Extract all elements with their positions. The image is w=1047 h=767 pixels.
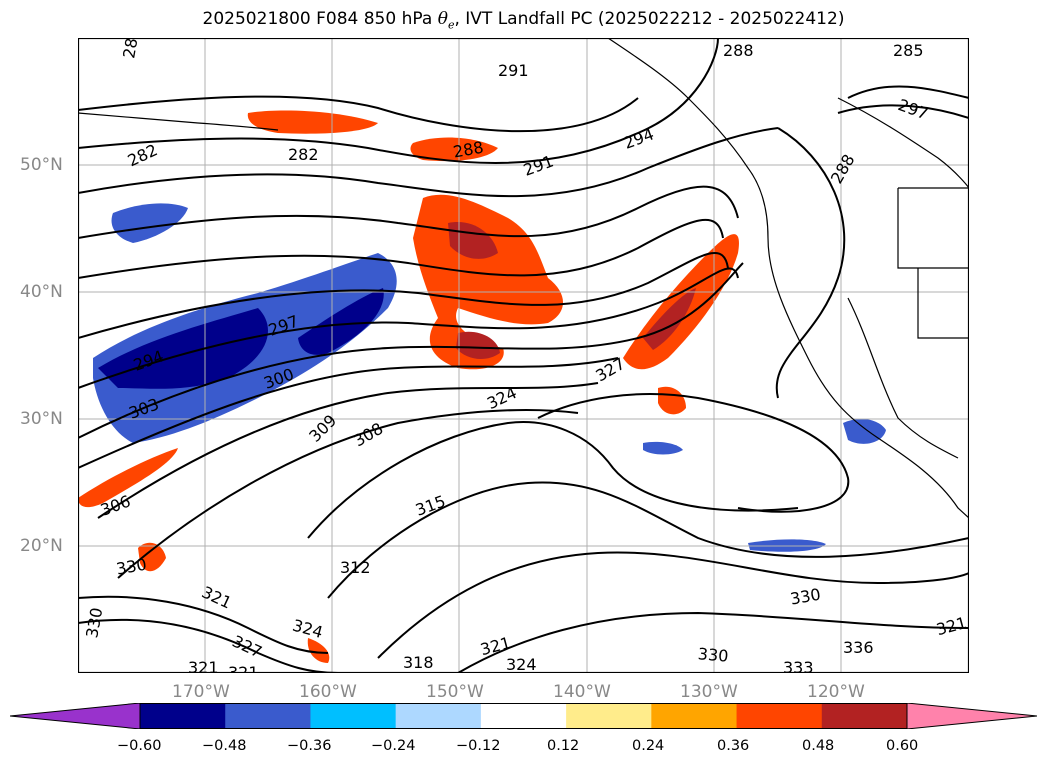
contour-label: 330	[789, 585, 822, 609]
pc-fill-positive-sub1	[658, 386, 686, 415]
colorbar-tick-label: 0.48	[802, 738, 835, 754]
theta-symbol: θ	[437, 9, 448, 29]
contour-label: 297	[896, 95, 931, 123]
pc-fill-positive-ar-core	[643, 288, 696, 350]
contour-label: 308	[350, 419, 386, 451]
pc-fill-negative-core	[98, 308, 268, 389]
colorbar-segment	[395, 703, 482, 729]
contour-label: 309	[305, 411, 340, 446]
colorbar-tick-label: −0.12	[456, 738, 501, 754]
colorbar-extend-max	[906, 703, 1037, 729]
colorbar-segment	[821, 703, 908, 729]
contour-label: 321	[934, 613, 968, 639]
contour-label: 324	[290, 616, 324, 642]
pc-fill-negative-sub3	[643, 441, 683, 455]
contour-label: 324	[506, 655, 537, 673]
contour-label: 330	[697, 644, 729, 666]
map-panel: 281 291 288 285 282 297 282 288 291 294 …	[78, 38, 969, 673]
colorbar-tick-label: −0.36	[287, 738, 332, 754]
pc-fill-positive-sub4	[307, 638, 330, 663]
colorbar-segment	[225, 703, 311, 729]
contour-label: 315	[413, 491, 448, 519]
contour-label: 333	[783, 658, 814, 673]
colorbar-extend-min	[10, 703, 141, 729]
contour-label: 282	[288, 145, 319, 164]
contour-label: 321	[199, 582, 235, 612]
colorbar-tick-label: 0.36	[717, 738, 750, 754]
contour-label: 288	[723, 41, 754, 60]
colorbar-tick-label: −0.60	[117, 738, 162, 754]
lon-label: 140°W	[553, 682, 611, 702]
contour-label: 281	[119, 38, 143, 60]
lon-label: 120°W	[807, 682, 865, 702]
colorbar-segment	[566, 703, 652, 729]
contour-label: 336	[843, 638, 874, 657]
contour-label: 330	[115, 555, 148, 579]
contour-label: 327	[229, 632, 265, 662]
pc-fill-negative-sub1	[843, 418, 886, 444]
pc-fill-negative-core-2	[298, 288, 384, 355]
contour-label: 294	[621, 124, 656, 152]
colorbar-segment	[310, 703, 397, 729]
pc-fill-negative-nw	[111, 203, 188, 243]
colorbar-tick-label: 0.12	[547, 738, 580, 754]
lon-label: 160°W	[299, 682, 357, 702]
lon-label: 130°W	[680, 682, 738, 702]
lat-label: 40°N	[20, 282, 63, 302]
colorbar-segment	[736, 703, 823, 729]
pc-fill-positive-sub3	[78, 448, 178, 508]
colorbar-segment	[140, 703, 226, 729]
contour-label: 291	[498, 61, 529, 80]
colorbar-segment	[651, 703, 738, 729]
pc-fill-positive-gulf-core2	[456, 331, 500, 360]
theta-subscript: e	[447, 18, 455, 32]
pc-fill-positive-sub2	[138, 542, 166, 572]
colorbar-tick-label: 0.60	[886, 738, 919, 754]
contour-label: 321	[228, 663, 259, 673]
lon-label: 170°W	[172, 682, 230, 702]
theta-e-contours	[78, 38, 969, 673]
colorbar-tick-label: 0.24	[632, 738, 665, 754]
colorbar-segment	[480, 703, 567, 729]
colorbar-tick-label: −0.24	[371, 738, 416, 754]
contour-label: 291	[521, 151, 556, 179]
colorbar	[10, 703, 1037, 729]
contour-label: 312	[340, 558, 371, 577]
contour-label: 282	[125, 140, 161, 170]
lon-label: 150°W	[426, 682, 484, 702]
lat-label: 30°N	[20, 409, 63, 429]
map-title: 2025021800 F084 850 hPa θe, IVT Landfall…	[202, 9, 845, 32]
colorbar-frame	[139, 703, 908, 729]
lat-label: 50°N	[20, 155, 63, 175]
contour-label: 318	[403, 653, 434, 672]
contour-label: 285	[893, 41, 924, 60]
pc-fill-positive-ak	[247, 110, 378, 134]
contour-label: 327	[592, 354, 628, 386]
lat-label: 20°N	[20, 536, 63, 556]
contour-label: 288	[827, 151, 859, 187]
coastlines	[78, 38, 969, 519]
colorbar-tick-label: −0.48	[202, 738, 247, 754]
contour-label: 321	[188, 658, 219, 673]
map-frame	[78, 38, 969, 673]
pc-fill-positive-nbc	[410, 137, 498, 162]
contour-label: 330	[82, 606, 106, 639]
contour-label: 288	[452, 138, 485, 162]
